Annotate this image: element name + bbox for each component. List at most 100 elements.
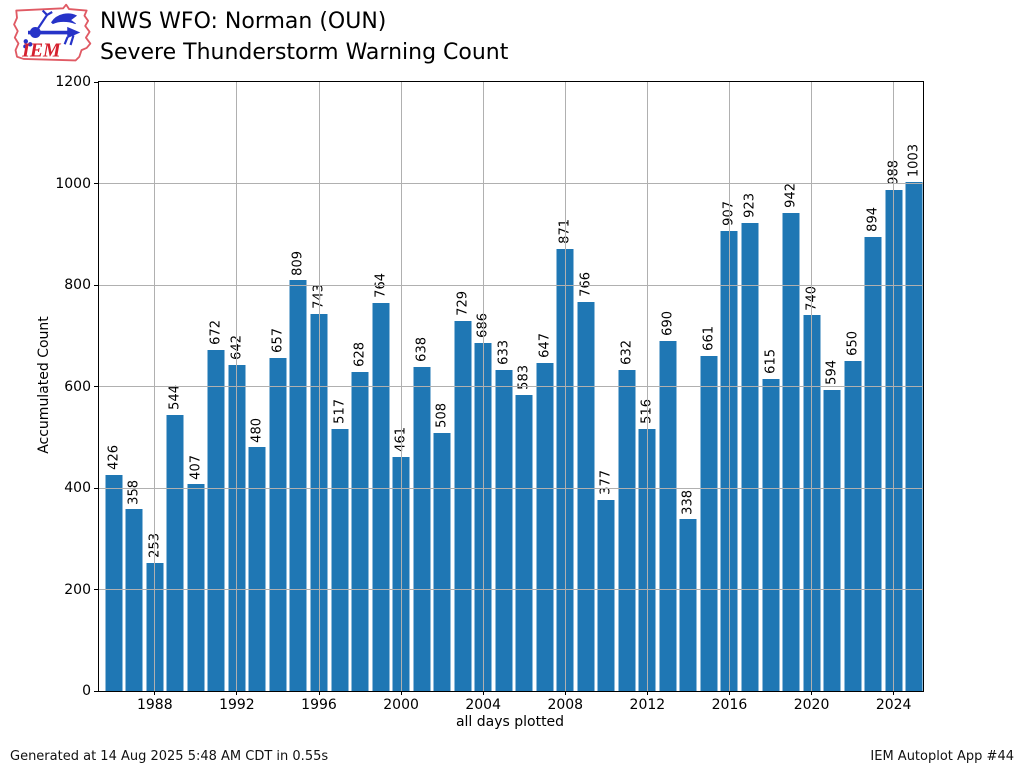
bar-group: 583 bbox=[513, 82, 535, 691]
bar bbox=[105, 474, 123, 691]
x-tick-mark bbox=[728, 691, 730, 695]
bar-group: 923 bbox=[739, 82, 761, 691]
bar bbox=[515, 395, 533, 691]
bar-group: 729 bbox=[452, 82, 474, 691]
vertical-gridline bbox=[646, 82, 648, 691]
bar-value-label: 358 bbox=[126, 479, 142, 505]
bar-group: 1003 bbox=[903, 82, 925, 691]
bar bbox=[289, 280, 307, 691]
x-tick-label: 2000 bbox=[383, 697, 419, 713]
bar-value-label: 426 bbox=[106, 444, 122, 470]
y-tick-mark bbox=[94, 589, 98, 591]
bar-value-label: 633 bbox=[496, 339, 512, 365]
x-tick-mark bbox=[154, 691, 156, 695]
x-tick-label: 2008 bbox=[547, 697, 584, 713]
bar bbox=[597, 499, 615, 691]
bar-value-label: 628 bbox=[352, 342, 368, 368]
vertical-gridline bbox=[893, 82, 895, 691]
vertical-gridline bbox=[236, 82, 238, 691]
bar bbox=[844, 361, 862, 691]
bar-group: 632 bbox=[616, 82, 638, 691]
x-tick-mark bbox=[646, 691, 648, 695]
x-tick-mark bbox=[236, 691, 238, 695]
bar bbox=[618, 370, 636, 691]
horizontal-gridline bbox=[99, 386, 923, 387]
vertical-gridline bbox=[728, 82, 730, 691]
bar-group: 647 bbox=[534, 82, 556, 691]
vertical-gridline bbox=[564, 82, 566, 691]
bar-group: 628 bbox=[349, 82, 371, 691]
generated-timestamp: Generated at 14 Aug 2025 5:48 AM CDT in … bbox=[10, 749, 329, 764]
chart-title-line1: NWS WFO: Norman (OUN) bbox=[100, 9, 387, 34]
chart-title: NWS WFO: Norman (OUN) Severe Thunderstor… bbox=[100, 6, 508, 68]
bar-value-label: 661 bbox=[701, 325, 717, 351]
bar bbox=[331, 428, 349, 691]
bar-group: 633 bbox=[493, 82, 515, 691]
x-tick-label: 2016 bbox=[711, 697, 748, 713]
bar-group: 517 bbox=[329, 82, 351, 691]
bar bbox=[372, 303, 390, 691]
bar-value-label: 650 bbox=[845, 331, 861, 357]
bar bbox=[454, 321, 472, 691]
bar-group: 650 bbox=[842, 82, 864, 691]
bar-group: 766 bbox=[575, 82, 597, 691]
bar-value-label: 809 bbox=[290, 250, 306, 276]
bar bbox=[248, 447, 266, 691]
bar-value-label: 764 bbox=[373, 273, 389, 299]
bar-value-label: 594 bbox=[824, 359, 840, 385]
bar bbox=[823, 389, 841, 691]
x-tick-mark bbox=[482, 691, 484, 695]
bar bbox=[269, 357, 287, 691]
bar-value-label: 480 bbox=[249, 417, 265, 443]
bar bbox=[433, 433, 451, 691]
bar bbox=[187, 484, 205, 691]
y-tick-mark bbox=[94, 487, 98, 489]
bar-value-label: 1003 bbox=[906, 143, 922, 177]
vertical-gridline bbox=[482, 82, 484, 691]
x-tick-mark bbox=[400, 691, 402, 695]
bar-group: 657 bbox=[267, 82, 289, 691]
y-tick-mark bbox=[94, 81, 98, 83]
y-tick-mark bbox=[94, 284, 98, 286]
bar-group: 358 bbox=[123, 82, 145, 691]
bar-value-label: 517 bbox=[332, 398, 348, 424]
bar-group: 942 bbox=[780, 82, 802, 691]
bar-value-label: 942 bbox=[783, 183, 799, 208]
bar-group: 508 bbox=[431, 82, 453, 691]
bar-value-label: 544 bbox=[167, 385, 183, 410]
y-tick-label: 0 bbox=[82, 683, 91, 699]
bar-group: 764 bbox=[370, 82, 392, 691]
vertical-gridline bbox=[154, 82, 156, 691]
y-tick-mark bbox=[94, 183, 98, 184]
weathervane-icon bbox=[23, 9, 81, 49]
y-tick-mark bbox=[94, 690, 98, 692]
bar-value-label: 894 bbox=[865, 207, 881, 233]
y-tick-label: 200 bbox=[64, 581, 91, 598]
bar bbox=[413, 367, 431, 691]
bar-value-label: 377 bbox=[598, 469, 614, 495]
bar bbox=[782, 212, 800, 691]
bar bbox=[125, 509, 143, 691]
vertical-gridline bbox=[811, 82, 813, 691]
vertical-gridline bbox=[318, 82, 320, 691]
bar-group: 426 bbox=[103, 82, 125, 691]
bar-value-label: 923 bbox=[742, 192, 758, 218]
vertical-gridline bbox=[400, 82, 402, 691]
y-tick-label: 800 bbox=[64, 277, 91, 294]
bar-group: 377 bbox=[595, 82, 617, 691]
iowa-outline-icon bbox=[13, 3, 92, 62]
bar-group: 615 bbox=[760, 82, 782, 691]
plot-area: 426 358 253 544 407 672 642 480 657 809 743 517 628 7… bbox=[55, 74, 925, 713]
x-tick-label: 2012 bbox=[629, 697, 666, 713]
bar-group: 672 bbox=[205, 82, 227, 691]
bar-value-label: 638 bbox=[414, 337, 430, 363]
y-tick-mark bbox=[94, 386, 98, 387]
bar bbox=[659, 340, 677, 691]
iem-logo: IEM bbox=[6, 3, 94, 65]
y-tick-label: 400 bbox=[64, 480, 91, 497]
bar-group: 407 bbox=[185, 82, 207, 691]
bar-value-label: 338 bbox=[680, 489, 696, 515]
iem-logo-svg: IEM bbox=[13, 3, 92, 62]
bar-value-label: 657 bbox=[270, 327, 286, 353]
bar bbox=[700, 355, 718, 691]
